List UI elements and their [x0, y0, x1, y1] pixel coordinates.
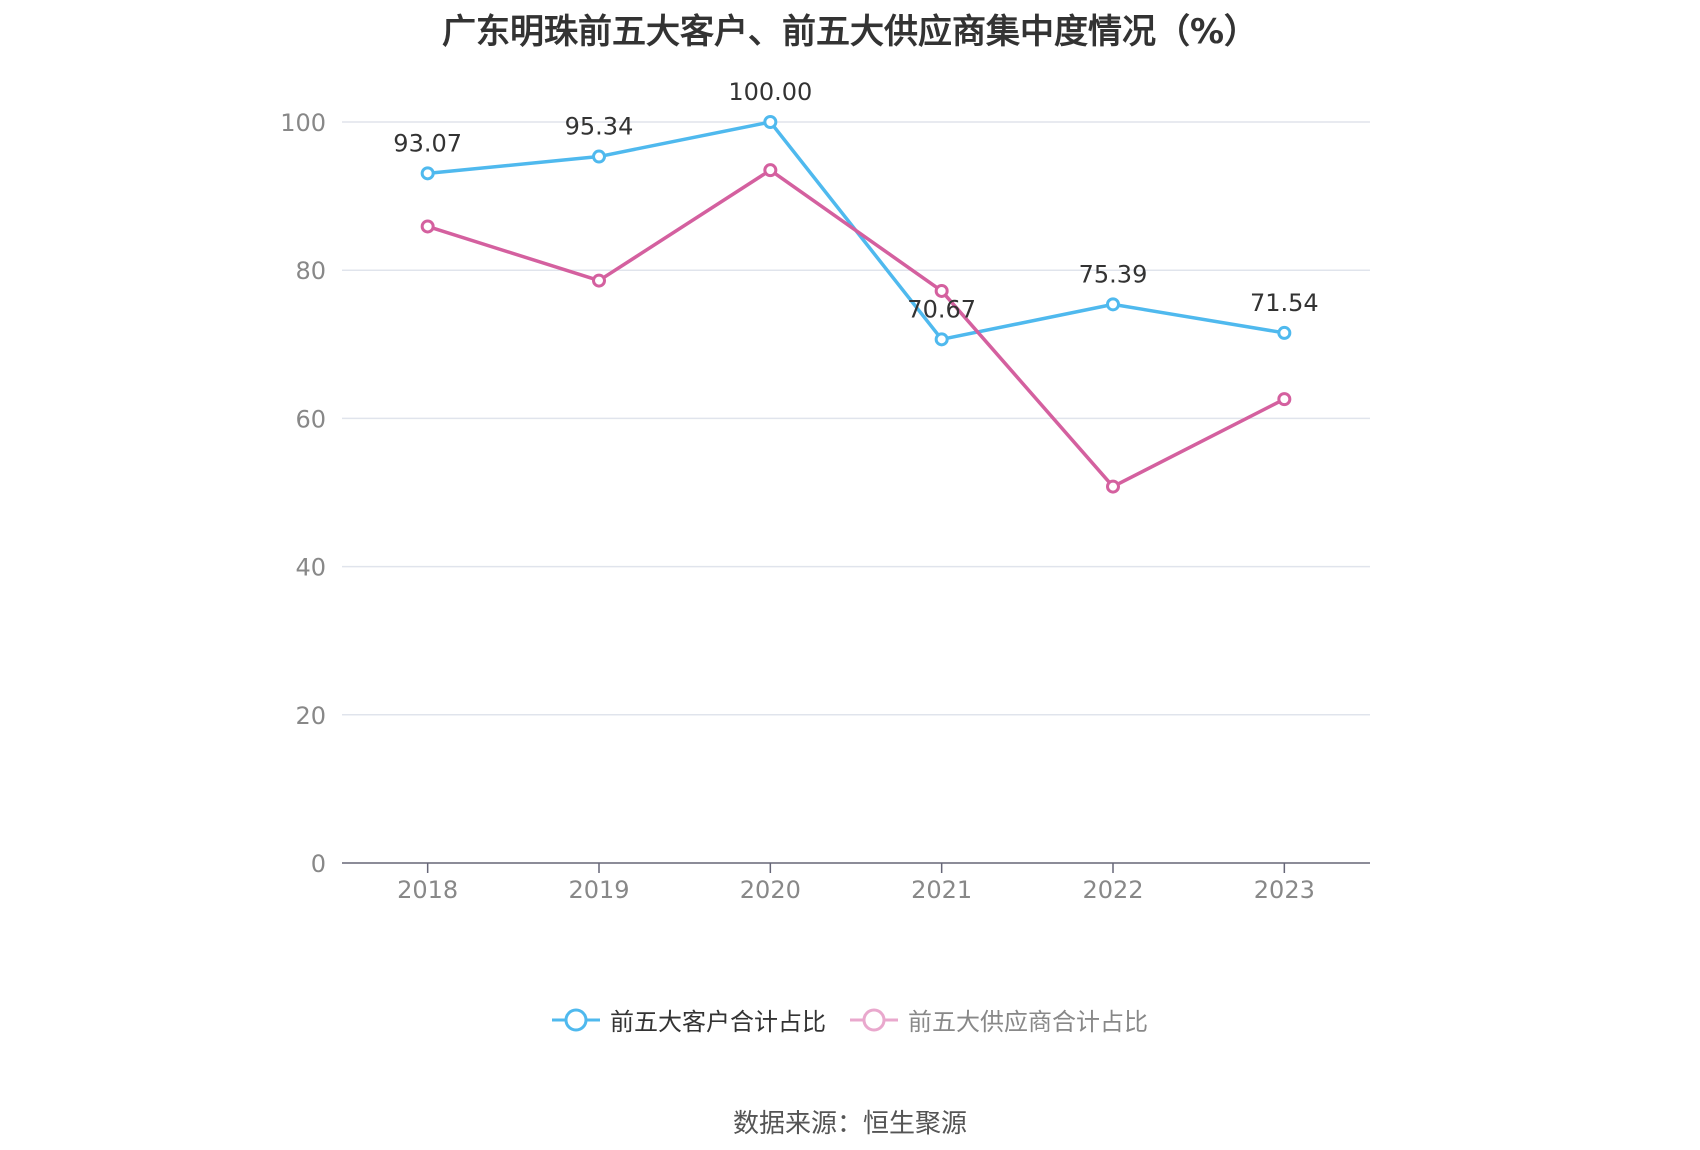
y-tick-label-40: 40: [295, 554, 326, 582]
grid-lines: [342, 121, 1370, 716]
y-tick-label-20: 20: [295, 702, 326, 730]
data-label-s0-2021: 70.67: [907, 295, 976, 323]
legend-label-suppliers: 前五大供应商合计占比: [908, 1008, 1148, 1036]
y-tick-label-80: 80: [295, 257, 326, 285]
data-label-s0-2022: 75.39: [1079, 260, 1148, 288]
x-tick-label-2020: 2020: [740, 876, 801, 904]
x-tick-label-2019: 2019: [568, 876, 629, 904]
data-point-s1-2023: [1277, 392, 1292, 407]
legend-item-suppliers[interactable]: 前五大供应商合计占比: [850, 1002, 1148, 1037]
x-tick-label-2023: 2023: [1254, 876, 1315, 904]
y-tick-label-100: 100: [280, 109, 326, 137]
legend-label-customers: 前五大客户合计占比: [610, 1008, 826, 1036]
x-tick-label-2022: 2022: [1082, 876, 1143, 904]
data-point-s0-2019: [592, 149, 606, 164]
data-label-s0-2020: 100.00: [728, 78, 812, 106]
data-point-s0-2020: [763, 115, 778, 129]
series-lines: [420, 115, 1292, 494]
legend-marker-suppliers-icon: [850, 1008, 898, 1031]
data-point-s1-2020: [763, 163, 778, 178]
data-label-s0-2019: 95.34: [565, 113, 634, 141]
x-axis: 2018 2019 2020 2021 2022 2023: [342, 862, 1370, 904]
data-point-s1-2021: [934, 283, 949, 298]
data-point-s1-2019: [592, 273, 606, 288]
data-point-s1-2022: [1106, 479, 1120, 494]
legend-item-customers[interactable]: 前五大客户合计占比: [552, 1002, 826, 1037]
series-line-1: [427, 168, 1286, 489]
y-tick-label-60: 60: [295, 405, 326, 433]
data-point-s0-2022: [1106, 297, 1120, 312]
data-label-s0-2023: 71.54: [1250, 289, 1319, 317]
y-tick-label-0: 0: [311, 850, 326, 878]
data-label-s0-2018: 93.07: [393, 129, 462, 157]
source-note: 数据来源：恒生聚源: [732, 1109, 967, 1139]
legend: 前五大客户合计占比 前五大供应商合计占比: [0, 1002, 1700, 1037]
data-point-s0-2018: [420, 166, 435, 181]
legend-marker-customers-icon: [552, 1008, 600, 1031]
x-tick-label-2021: 2021: [911, 876, 972, 904]
y-axis-ticks: 0 20 40 60 80 100: [280, 109, 326, 878]
data-point-s0-2021: [934, 332, 949, 347]
data-point-s1-2018: [420, 219, 435, 234]
x-tick-label-2018: 2018: [397, 876, 458, 904]
chart-title: 广东明珠前五大客户、前五大供应商集中度情况（%）: [441, 12, 1259, 52]
data-labels: 93.07 95.34 100.00 70.67 75.39 71.54: [393, 78, 1318, 323]
data-point-s0-2023: [1277, 325, 1292, 340]
